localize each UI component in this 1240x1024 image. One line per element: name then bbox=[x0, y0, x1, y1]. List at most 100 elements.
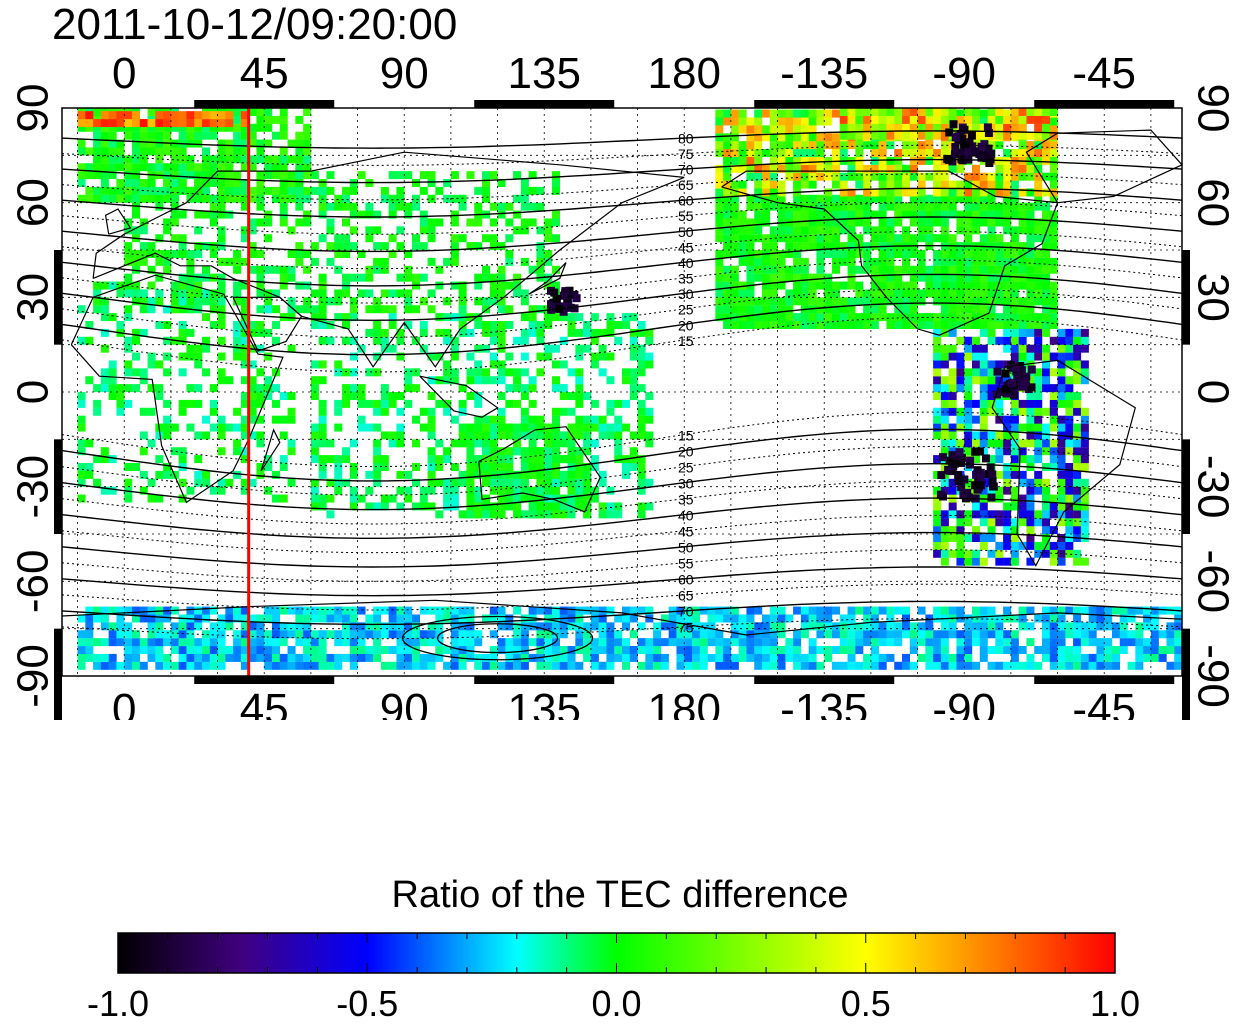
tec-data-cell bbox=[917, 188, 926, 197]
tec-data-cell bbox=[419, 502, 428, 511]
tec-data-cell bbox=[902, 321, 910, 329]
tec-data-cell bbox=[482, 171, 490, 180]
bottom-lon-tick-label: 135 bbox=[508, 685, 581, 720]
tec-data-cell bbox=[287, 155, 296, 164]
tec-data-cell bbox=[707, 638, 716, 647]
tec-data-cell bbox=[1026, 518, 1035, 527]
tec-data-cell bbox=[194, 399, 203, 408]
tec-data-cell bbox=[536, 630, 545, 639]
tec-data-cell bbox=[938, 453, 947, 462]
tec-data-cell bbox=[824, 141, 833, 150]
tec-data-cell bbox=[1042, 646, 1050, 655]
tec-data-cell bbox=[1073, 336, 1082, 345]
tec-data-cell bbox=[979, 352, 988, 361]
tec-data-cell bbox=[279, 653, 288, 662]
tec-data-cell bbox=[987, 368, 996, 377]
tec-data-cell bbox=[964, 407, 973, 416]
tec-data-cell bbox=[272, 155, 280, 164]
contour-label: 30 bbox=[678, 286, 694, 302]
tec-data-cell bbox=[793, 297, 802, 306]
tec-data-cell bbox=[699, 630, 708, 639]
tec-data-cell bbox=[334, 463, 343, 471]
tec-data-cell bbox=[209, 622, 218, 631]
tec-data-cell bbox=[684, 630, 693, 639]
tec-data-cell bbox=[870, 638, 879, 647]
tec-data-cell bbox=[995, 407, 1004, 416]
tec-data-cell bbox=[225, 179, 234, 187]
tec-data-cell bbox=[209, 250, 218, 258]
tec-data-cell bbox=[979, 194, 988, 203]
tec-data-cell bbox=[536, 447, 545, 456]
tec-data-cell bbox=[769, 265, 778, 274]
tec-data-cell bbox=[513, 289, 522, 298]
tec-data-cell bbox=[964, 218, 973, 227]
tec-data-cell bbox=[217, 622, 226, 631]
tec-data-cell bbox=[832, 289, 840, 298]
tec-data-cell bbox=[217, 321, 226, 329]
tec-data-cell bbox=[995, 646, 1004, 655]
tec-data-cell bbox=[1042, 407, 1050, 416]
tec-data-cell bbox=[870, 194, 879, 203]
tec-data-cell bbox=[248, 653, 257, 662]
tec-data-cell bbox=[653, 638, 662, 647]
tec-data-cell bbox=[147, 614, 156, 623]
tec-data-cell bbox=[349, 470, 358, 479]
tec-data-cell bbox=[489, 646, 498, 655]
tec-data-cell bbox=[984, 144, 993, 153]
tec-data-cell bbox=[808, 210, 817, 219]
tec-data-cell bbox=[1049, 149, 1058, 158]
tec-data-cell bbox=[412, 638, 420, 647]
tec-data-cell bbox=[489, 336, 498, 345]
tec-data-cell bbox=[1010, 431, 1019, 440]
tec-data-cell bbox=[979, 265, 988, 274]
tec-data-cell bbox=[373, 622, 382, 631]
tec-data-cell bbox=[497, 273, 506, 282]
tec-data-cell bbox=[933, 415, 942, 424]
tec-data-cell bbox=[575, 392, 584, 400]
tec-data-cell bbox=[202, 194, 210, 203]
tec-data-cell bbox=[116, 606, 125, 615]
tec-data-cell bbox=[396, 407, 405, 416]
tec-data-cell bbox=[1042, 297, 1050, 306]
tec-data-cell bbox=[606, 423, 615, 432]
tec-data-cell bbox=[1010, 399, 1019, 408]
tec-data-cell bbox=[1042, 486, 1050, 495]
tec-data-cell bbox=[155, 360, 164, 369]
tec-data-cell bbox=[1034, 423, 1043, 432]
tec-data-cell bbox=[147, 630, 156, 639]
tec-data-cell bbox=[77, 336, 86, 345]
tec-data-cell bbox=[202, 186, 210, 195]
tec-data-cell bbox=[240, 147, 249, 156]
tec-data-cell bbox=[1042, 368, 1050, 377]
tec-data-cell bbox=[264, 638, 273, 647]
tec-data-cell bbox=[878, 622, 887, 631]
tec-data-cell bbox=[730, 289, 739, 298]
tec-data-cell bbox=[606, 376, 615, 385]
tec-data-cell bbox=[972, 376, 980, 385]
tec-data-cell bbox=[520, 257, 529, 266]
tec-data-cell bbox=[256, 415, 265, 424]
tec-data-cell bbox=[614, 423, 623, 432]
tec-data-cell bbox=[583, 494, 592, 503]
tec-data-cell bbox=[186, 163, 195, 172]
tec-data-cell bbox=[1042, 123, 1050, 132]
tec-data-cell bbox=[178, 622, 187, 631]
tec-data-cell bbox=[186, 273, 195, 282]
tec-data-cell bbox=[404, 265, 413, 274]
tec-data-cell bbox=[816, 141, 825, 150]
tec-data-cell bbox=[1034, 281, 1043, 290]
tec-data-cell bbox=[233, 289, 242, 298]
tec-data-cell bbox=[396, 273, 405, 282]
tec-data-cell bbox=[202, 313, 210, 322]
tec-data-cell bbox=[839, 123, 848, 132]
tec-data-cell bbox=[956, 606, 965, 615]
tec-data-cell bbox=[474, 638, 483, 647]
tec-data-cell bbox=[1003, 149, 1012, 158]
tec-data-cell bbox=[909, 638, 918, 647]
tec-data-cell bbox=[1009, 391, 1018, 400]
tec-data-cell bbox=[450, 661, 459, 670]
tec-data-cell bbox=[155, 630, 164, 639]
tec-data-cell bbox=[800, 194, 809, 203]
tec-data-cell bbox=[513, 273, 522, 282]
tec-data-cell bbox=[435, 328, 444, 337]
